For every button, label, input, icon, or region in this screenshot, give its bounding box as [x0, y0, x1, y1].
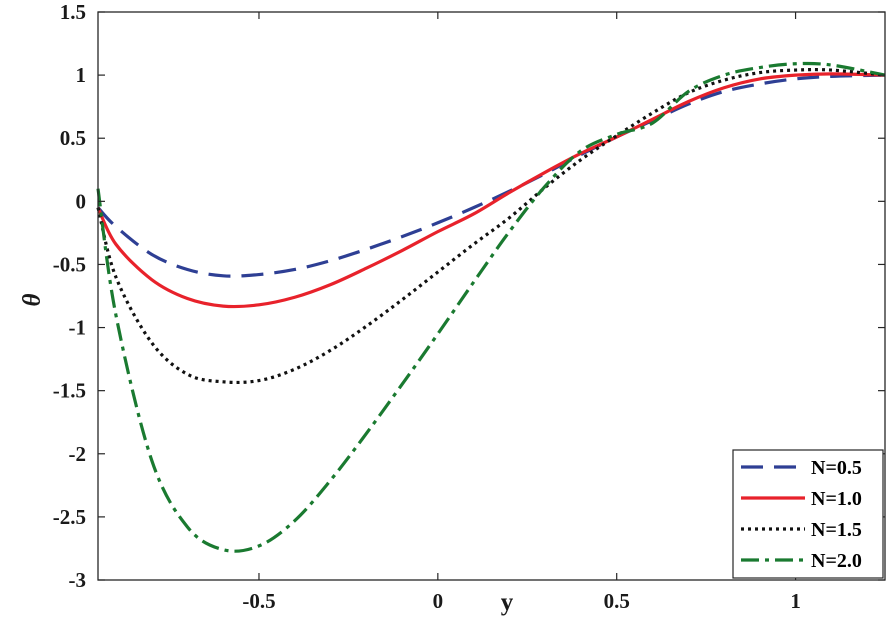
- series-line-3: [96, 67, 886, 385]
- y-tick-label-3: -1.5: [53, 379, 86, 403]
- y-tick-label-4: -1: [69, 316, 87, 340]
- legend-label-4: N=2.0: [811, 550, 862, 572]
- x-tick-label-1: 0: [433, 589, 444, 613]
- series-line-2: [96, 72, 886, 309]
- y-tick-label-5: -0.5: [53, 252, 86, 276]
- y-tick-label-8: 1: [76, 63, 87, 87]
- legend-label-3: N=1.5: [811, 519, 862, 541]
- axes-box: [97, 11, 886, 581]
- y-axis-label: θ: [19, 293, 46, 306]
- legend-label-2: N=1.0: [811, 488, 862, 510]
- x-tick-label-0: -0.5: [242, 589, 275, 613]
- x-tick-label-3: 1: [790, 589, 801, 613]
- x-axis-label: y: [501, 589, 514, 616]
- y-tick-label-2: -2: [69, 442, 87, 466]
- legend: N=0.5 N=1.0 N=1.5 N=2.0: [732, 449, 884, 579]
- y-tick-label-6: 0: [76, 189, 87, 213]
- plot-lines: [96, 61, 886, 553]
- x-tick-label-2: 0.5: [604, 589, 630, 613]
- series-line-4: [96, 61, 886, 553]
- legend-label-1: N=0.5: [811, 457, 862, 479]
- y-tick-label-9: 1.5: [60, 0, 86, 24]
- series-line-1: [96, 73, 886, 278]
- tick-labels: -0.5 0 0.5 1 -3 -2.5 -2 -1.5 -1 -0.5 0 0.5 1 1.5: [53, 0, 801, 613]
- y-tick-label-1: -2.5: [53, 505, 86, 529]
- y-tick-label-0: -3: [69, 568, 87, 592]
- legend-box: [732, 449, 884, 579]
- y-tick-label-7: 0.5: [60, 126, 86, 150]
